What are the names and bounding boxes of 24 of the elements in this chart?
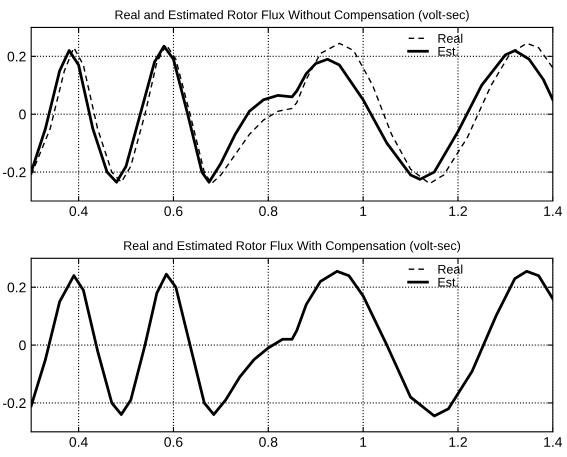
x-tick-label: 0.6 xyxy=(164,437,182,447)
x-tick-label: 0.6 xyxy=(164,206,182,216)
y-tick-label: 0 xyxy=(19,340,26,350)
legend-label: Real xyxy=(438,264,462,274)
x-tick-label: 1.4 xyxy=(544,206,562,216)
x-tick-label: 1.2 xyxy=(449,206,467,216)
y-tick-label: -0.2 xyxy=(3,167,26,178)
x-tick-label: 1.4 xyxy=(544,437,562,447)
x-tick-label: 0.4 xyxy=(69,437,88,447)
x-tick-label: 0.8 xyxy=(259,437,278,447)
y-tick-label: 0.2 xyxy=(8,52,26,62)
y-tick-label: 0 xyxy=(19,110,26,120)
chart-title: Real and Estimated Rotor Flux With Compensation (volt-sec) xyxy=(124,240,460,253)
x-tick-label: 1 xyxy=(360,437,366,447)
y-tick-label: -0.2 xyxy=(3,398,26,408)
y-tick-label: 0.2 xyxy=(8,282,26,292)
x-tick-label: 0.8 xyxy=(259,206,278,216)
x-tick-label: 1.2 xyxy=(449,437,467,447)
legend-label: Est. xyxy=(438,278,458,287)
chart-title: Real and Estimated Rotor Flux Without Compensation (volt-sec) xyxy=(116,10,469,22)
legend-label: Real xyxy=(438,34,462,43)
x-tick-label: 1 xyxy=(360,206,366,216)
legend-label: Est. xyxy=(438,47,458,56)
x-tick-label: 0.4 xyxy=(69,206,88,216)
